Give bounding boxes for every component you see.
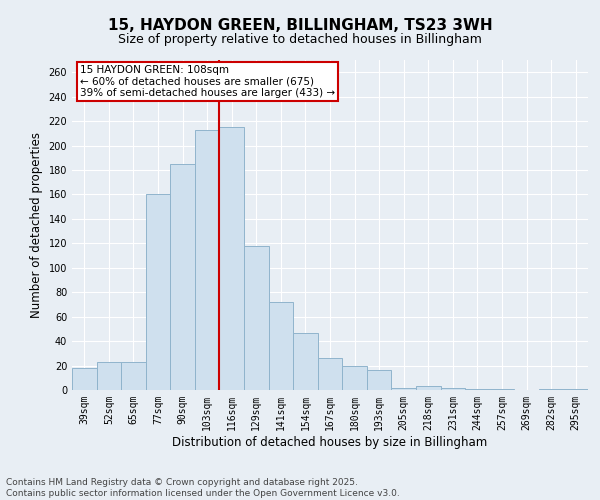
Bar (440, 388, 465, 390)
X-axis label: Distribution of detached houses by size in Billingham: Distribution of detached houses by size … (172, 436, 488, 448)
Bar (72, 368, 97, 390)
Bar (195, 130, 220, 390)
Bar (170, 164, 195, 390)
Bar (244, 246, 269, 390)
Text: Contains HM Land Registry data © Crown copyright and database right 2025.
Contai: Contains HM Land Registry data © Crown c… (6, 478, 400, 498)
Y-axis label: Number of detached properties: Number of detached properties (30, 132, 43, 318)
Bar (490, 389, 514, 390)
Text: 15, HAYDON GREEN, BILLINGHAM, TS23 3WH: 15, HAYDON GREEN, BILLINGHAM, TS23 3WH (107, 18, 493, 32)
Bar (269, 302, 293, 390)
Bar (146, 194, 170, 390)
Bar (465, 389, 490, 390)
Bar (391, 388, 416, 390)
Bar (563, 389, 588, 390)
Bar (220, 127, 244, 390)
Text: 15 HAYDON GREEN: 108sqm
← 60% of detached houses are smaller (675)
39% of semi-d: 15 HAYDON GREEN: 108sqm ← 60% of detache… (80, 65, 335, 98)
Bar (318, 358, 342, 390)
Bar (293, 332, 318, 390)
Bar (539, 389, 563, 390)
Text: Size of property relative to detached houses in Billingham: Size of property relative to detached ho… (118, 32, 482, 46)
Bar (367, 370, 391, 390)
Bar (97, 362, 121, 390)
Bar (121, 362, 146, 390)
Bar (416, 386, 440, 390)
Bar (342, 366, 367, 390)
